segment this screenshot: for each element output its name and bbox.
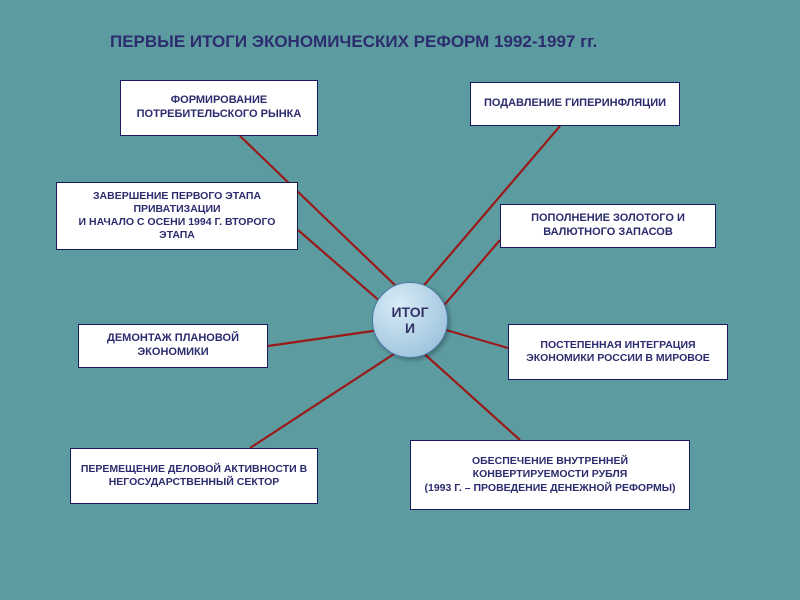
node-n6: ПОСТЕПЕННАЯ ИНТЕГРАЦИЯ ЭКОНОМИКИ РОССИИ …: [508, 324, 728, 380]
center-node: ИТОГИ: [372, 282, 448, 358]
slide-title: ПЕРВЫЕ ИТОГИ ЭКОНОМИЧЕСКИХ РЕФОРМ 1992-1…: [110, 32, 597, 52]
node-n1: ФОРМИРОВАНИЕ ПОТРЕБИТЕЛЬСКОГО РЫНКА: [120, 80, 318, 136]
node-n2: ПОДАВЛЕНИЕ ГИПЕРИНФЛЯЦИИ: [470, 82, 680, 126]
node-n3: ЗАВЕРШЕНИЕ ПЕРВОГО ЭТАПА ПРИВАТИЗАЦИИИ Н…: [56, 182, 298, 250]
node-n5: ДЕМОНТАЖ ПЛАНОВОЙ ЭКОНОМИКИ: [78, 324, 268, 368]
slide: ПЕРВЫЕ ИТОГИ ЭКОНОМИЧЕСКИХ РЕФОРМ 1992-1…: [0, 0, 800, 600]
center-label: ИТОГИ: [391, 304, 428, 336]
node-n8: ОБЕСПЕЧЕНИЕ ВНУТРЕННЕЙ КОНВЕРТИРУЕМОСТИ …: [410, 440, 690, 510]
node-n4: ПОПОЛНЕНИЕ ЗОЛОТОГО И ВАЛЮТНОГО ЗАПАСОВ: [500, 204, 716, 248]
node-n7: ПЕРЕМЕЩЕНИЕ ДЕЛОВОЙ АКТИВНОСТИ В НЕГОСУД…: [70, 448, 318, 504]
